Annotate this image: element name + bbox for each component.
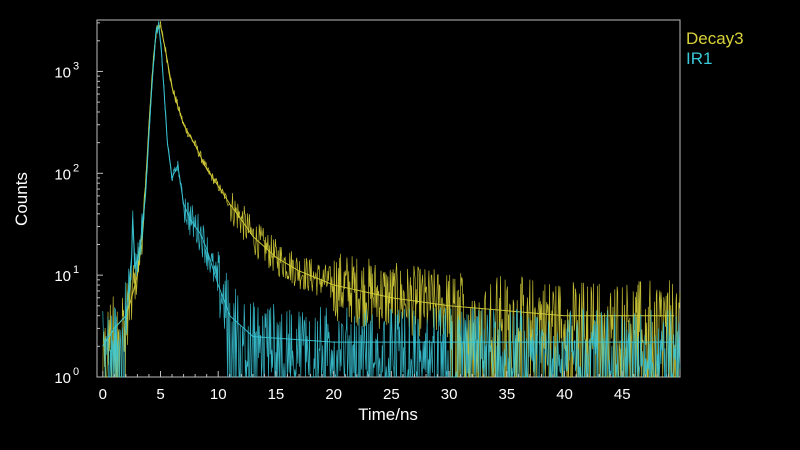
- series-layer: [102, 20, 681, 379]
- legend-item-decay3: Decay3: [686, 29, 744, 48]
- y-tick-exponent: 1: [73, 264, 79, 276]
- y-tick-exponent: 3: [73, 60, 79, 72]
- x-tick-label: 5: [156, 386, 164, 403]
- series-ir1: [102, 20, 681, 379]
- x-tick-label: 10: [210, 386, 227, 403]
- y-tick-exponent: 2: [73, 162, 79, 174]
- x-tick-label: 40: [556, 386, 573, 403]
- y-axis-title: Counts: [12, 172, 31, 226]
- x-tick-label: 35: [498, 386, 515, 403]
- y-tick-label: 10: [54, 166, 71, 183]
- x-tick-label: 25: [383, 386, 400, 403]
- plot-area: [96, 19, 681, 378]
- x-tick-label: 30: [441, 386, 458, 403]
- y-tick-label: 10: [54, 268, 71, 285]
- x-tick-label: 0: [99, 386, 107, 403]
- series-line-ir1: [102, 25, 675, 347]
- x-tick-label: 45: [614, 386, 631, 403]
- x-axis-title: Time/ns: [358, 405, 418, 424]
- x-tick-label: 15: [268, 386, 285, 403]
- y-tick-exponent: 0: [73, 366, 79, 378]
- legend-item-ir1: IR1: [686, 49, 712, 68]
- x-tick-label: 20: [325, 386, 342, 403]
- y-tick-label: 10: [54, 64, 71, 81]
- y-tick-label: 10: [54, 370, 71, 387]
- x-axis: 0 5 10 15 20 25 30 35 40 45: [99, 371, 669, 403]
- series-trace-ir1: [102, 20, 681, 379]
